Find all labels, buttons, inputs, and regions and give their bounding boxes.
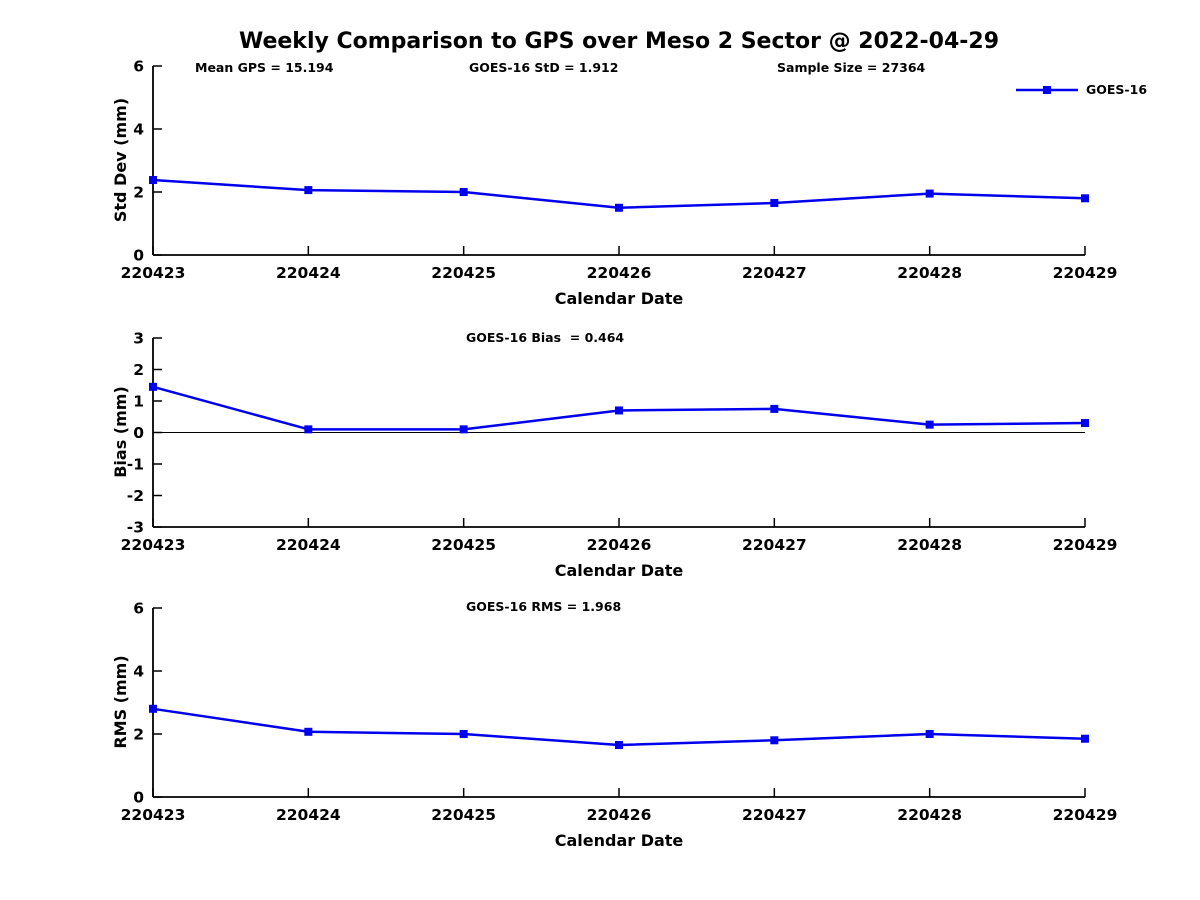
svg-text:220428: 220428 [897,536,962,554]
legend: GOES-16 [1014,82,1147,97]
svg-text:220425: 220425 [431,536,496,554]
stddev-plot-area: 0 2 4 6 220423 220424 220425 220426 220427 220428… [121,58,1118,283]
svg-text:220427: 220427 [742,264,807,282]
legend-line-marker-icon [1016,85,1078,94]
svg-text:2: 2 [133,726,144,744]
bias-x-axis-label: Calendar Date [554,561,684,580]
svg-text:220427: 220427 [742,806,807,824]
svg-text:220429: 220429 [1053,806,1118,824]
svg-text:-3: -3 [127,519,144,537]
rms-annotation: GOES-16 RMS = 1.968 [466,599,622,614]
svg-text:220428: 220428 [897,264,962,282]
svg-text:2: 2 [133,361,144,379]
svg-text:220426: 220426 [587,264,652,282]
svg-text:4: 4 [133,121,144,139]
stat-sample-size: Sample Size = 27364 [777,60,926,75]
svg-text:220423: 220423 [121,806,186,824]
stat-mean-gps: Mean GPS = 15.194 [195,60,334,75]
svg-text:220429: 220429 [1053,536,1118,554]
svg-text:6: 6 [133,58,144,76]
svg-text:-1: -1 [127,456,144,474]
svg-text:0: 0 [133,247,144,265]
svg-text:220424: 220424 [276,806,341,824]
bias-annotation: GOES-16 Bias = 0.464 [466,330,625,345]
svg-text:220427: 220427 [742,536,807,554]
bias-plot-area: -3 -2 -1 0 1 2 3 220423 220424 220425 220426 220427… [121,330,1118,555]
figure-title: Weekly Comparison to GPS over Meso 2 Sec… [238,29,1000,54]
svg-text:2: 2 [133,184,144,202]
stddev-x-axis-label: Calendar Date [554,289,684,308]
svg-text:220426: 220426 [587,536,652,554]
svg-text:220426: 220426 [587,806,652,824]
svg-text:0: 0 [133,424,144,442]
svg-text:6: 6 [133,600,144,618]
svg-text:3: 3 [133,330,144,348]
svg-text:-2: -2 [127,487,144,505]
rms-plot-area: 0 2 4 6 220423 220424 220425 220426 220427 220428… [121,600,1118,825]
svg-text:220423: 220423 [121,536,186,554]
svg-text:0: 0 [133,789,144,807]
svg-text:220429: 220429 [1053,264,1118,282]
svg-text:220425: 220425 [431,264,496,282]
svg-text:220428: 220428 [897,806,962,824]
svg-text:4: 4 [133,663,144,681]
stat-goes16-std: GOES-16 StD = 1.912 [469,60,619,75]
svg-text:1: 1 [133,393,144,411]
rms-x-axis-label: Calendar Date [554,831,684,850]
svg-text:220424: 220424 [276,536,341,554]
svg-text:220424: 220424 [276,264,341,282]
svg-text:220425: 220425 [431,806,496,824]
svg-text:220423: 220423 [121,264,186,282]
legend-label: GOES-16 [1086,82,1148,97]
